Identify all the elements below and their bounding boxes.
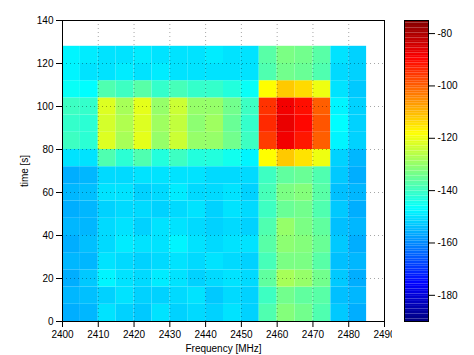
svg-text:-140: -140 bbox=[438, 185, 458, 196]
svg-text:-180: -180 bbox=[438, 290, 458, 301]
svg-text:40: 40 bbox=[42, 230, 54, 241]
svg-text:-120: -120 bbox=[438, 132, 458, 143]
svg-text:-160: -160 bbox=[438, 237, 458, 248]
svg-text:2460: 2460 bbox=[266, 329, 289, 340]
svg-text:100: 100 bbox=[37, 101, 54, 112]
svg-text:time [s]: time [s] bbox=[19, 155, 30, 187]
svg-text:2470: 2470 bbox=[302, 329, 325, 340]
svg-text:60: 60 bbox=[42, 187, 54, 198]
svg-text:-80: -80 bbox=[438, 28, 453, 39]
svg-text:2410: 2410 bbox=[87, 329, 110, 340]
svg-text:2450: 2450 bbox=[230, 329, 253, 340]
svg-text:0: 0 bbox=[48, 316, 54, 327]
svg-text:80: 80 bbox=[42, 144, 54, 155]
svg-text:2420: 2420 bbox=[123, 329, 146, 340]
svg-text:2480: 2480 bbox=[338, 329, 361, 340]
svg-text:2440: 2440 bbox=[194, 329, 217, 340]
svg-text:2400: 2400 bbox=[51, 329, 74, 340]
svg-text:2430: 2430 bbox=[159, 329, 182, 340]
svg-text:2490: 2490 bbox=[373, 329, 392, 340]
svg-text:Frequency [MHz]: Frequency [MHz] bbox=[185, 343, 261, 354]
svg-text:-100: -100 bbox=[438, 80, 458, 91]
svg-text:20: 20 bbox=[42, 273, 54, 284]
svg-text:120: 120 bbox=[37, 58, 54, 69]
svg-text:140: 140 bbox=[37, 15, 54, 26]
